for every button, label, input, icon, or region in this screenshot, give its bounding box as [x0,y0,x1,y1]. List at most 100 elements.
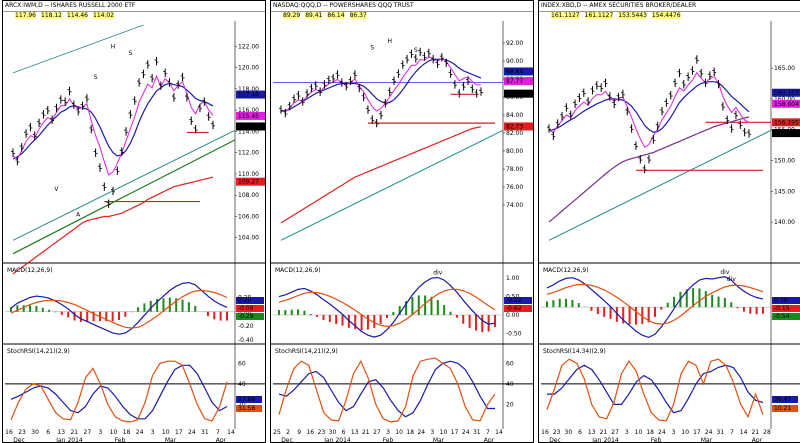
x-day-tick: 6 [342,429,346,436]
ohlc-value: 89.41 [305,12,323,19]
x-month-tick: Feb [651,437,662,443]
price-tick-label: 120.00 [238,65,259,72]
ohlc-value: 86.14 [327,12,345,19]
price-tick-label: 140.00 [774,219,795,226]
stoch-d-line [10,364,228,420]
x-day-tick: 21 [600,429,608,436]
price-label: 158.604 [774,101,799,108]
macd-title: MACD(12,26,9) [543,267,589,274]
macd-value: 0.20 [238,297,252,304]
stoch-value-box [236,396,262,403]
chart-title: ARCX:IWM,D -- ISHARES RUSSELL 2000 ETF [3,1,265,12]
price-tick-label: 82.00 [506,130,523,137]
x-month-tick: Feb [383,437,394,443]
x-day-tick: 10 [681,429,689,436]
trend-line [280,129,504,241]
x-day-tick: 6 [46,429,50,436]
stoch-title: StochRSI(14,34)(2,9) [543,348,606,355]
long-ma-line [280,126,482,224]
x-month-tick: Apr [484,437,495,443]
macd-line [546,276,764,339]
price-tick-label: 160.00 [774,96,795,103]
price-label: 160.1537 [774,90,800,97]
divergence-label: div [727,276,736,283]
stoch-d-line [547,364,764,414]
price-tick-label: 112.00 [238,150,259,157]
pattern-annotation: S [94,74,98,81]
macd-line [10,281,228,335]
x-day-tick: 27 [611,429,619,436]
price-tick-label: 104.00 [238,235,259,242]
price-label-box [504,122,533,131]
x-day-tick: 30 [329,429,337,436]
x-day-tick: 13 [57,429,65,436]
x-day-tick: 18 [406,429,414,436]
ohlc-value: 114.46 [67,12,88,19]
price-label: 109.27 [238,179,259,186]
ohlc-value: 117.96 [15,12,36,19]
x-day-tick: 23 [318,429,326,436]
price-label-box [772,88,800,97]
x-day-tick: 10 [440,429,448,436]
x-day-tick: 16 [306,429,314,436]
chart-title: INDEX:XBD,D -- AMEX SECURITIES BROKER/DE… [539,1,800,12]
price-tick-label: 90.00 [506,58,523,65]
chart-svg: 92.0090.0088.0086.0084.0082.0080.0078.00… [271,21,533,443]
x-month-tick: Dec [281,437,293,443]
x-month-tick: Apr [752,437,763,443]
chart-panel: INDEX:XBD,D -- AMEX SECURITIES BROKER/DE… [538,0,800,443]
price-tick-label: 165.00 [774,65,795,72]
x-month-tick: Dec [549,437,561,443]
price-tick-label: 122.00 [238,43,259,50]
x-month-tick: Jan 2014 [55,437,83,443]
short-ma-line [12,82,214,160]
x-day-tick: 23 [18,429,26,436]
short-ma-line [548,81,750,133]
ohlc-value: 161.1127 [551,12,580,19]
macd-title: MACD(12,26,9) [7,267,53,274]
price-tick-label: 145.00 [774,188,795,195]
ohlc-value: 154.4476 [651,12,681,19]
price-label: 114.46 [238,123,259,130]
long-ma-line [12,176,214,275]
x-day-tick: 13 [351,429,359,436]
macd-value: -0.22 [506,297,522,304]
x-day-tick: 18 [123,429,131,436]
macd-tick-label: -0.20 [238,323,254,330]
price-label: 117.46 [238,92,259,99]
macd-value-box [772,297,800,304]
price-tick-label: 106.00 [238,213,259,220]
chart-panel: NASDAQ:QQQ,D -- POWERSHARES QQQ TRUST 89.… [270,0,534,443]
x-day-tick: 21 [70,429,78,436]
x-day-tick: 17 [451,429,459,436]
x-day-tick: 24 [417,429,425,436]
price-label-box [772,129,800,138]
macd-tick-label: 1.00 [506,275,520,282]
macd-value-box [236,297,264,304]
x-day-tick: 24 [658,429,666,436]
price-tick-label: 116.00 [238,107,259,114]
support-line [12,139,236,255]
pattern-annotation: S [414,47,418,54]
chart-svg: 122.00 120.00 118.00 116.00 114.00 112.00 110.… [3,21,265,443]
ohlc-readout: 161.1127 161.1127 153.5443 154.4476 [539,11,800,21]
stoch-tick-label: 20 [238,401,246,408]
price-tick-label: 74.00 [506,202,523,209]
x-month-tick: Dec [13,437,25,443]
stoch-k-line [10,360,228,423]
x-day-tick: 7 [730,429,734,436]
price-tick-label: 76.00 [506,184,523,191]
stoch-value-box [772,396,798,403]
pattern-annotation: H [387,38,392,45]
mid-ma-line [548,71,750,148]
stoch-tick-label: 40 [238,381,246,388]
macd-value: -0.15 [774,305,790,312]
price-tick-label: 118.00 [238,86,259,93]
x-day-tick: 23 [553,429,561,436]
price-label-box [236,122,265,131]
x-day-tick: 9 [297,429,301,436]
x-month-tick: Mar [433,437,445,443]
x-day-tick: 14 [740,429,748,436]
ohlc-value: 114.02 [93,12,114,19]
price-tick-label: 114.00 [238,128,259,135]
